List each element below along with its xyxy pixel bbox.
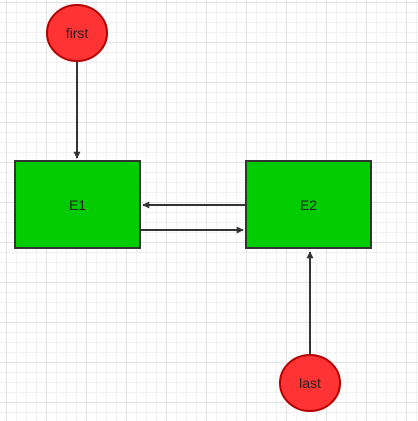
node-e2[interactable] [245, 160, 372, 249]
node-e1[interactable] [14, 160, 141, 249]
node-last[interactable] [279, 354, 341, 412]
node-first[interactable] [46, 4, 108, 62]
